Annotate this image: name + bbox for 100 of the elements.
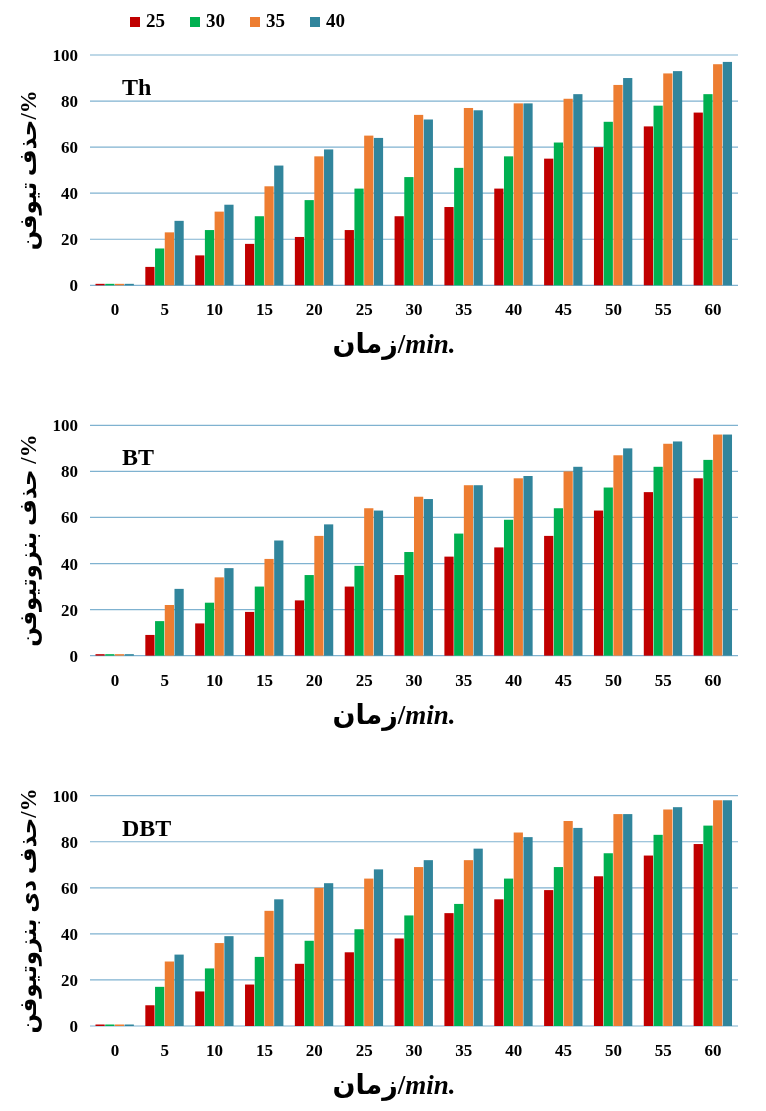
bar <box>623 814 633 1026</box>
bar <box>663 809 673 1026</box>
text: BT <box>122 444 155 471</box>
bar <box>224 568 234 656</box>
x-tick-label: 55 <box>654 1041 672 1060</box>
bar <box>713 434 723 656</box>
bar <box>174 220 184 286</box>
y-tick-label: 100 <box>52 786 78 806</box>
bar <box>693 478 703 656</box>
bar <box>473 110 483 286</box>
x-tick-label: 40 <box>505 670 523 690</box>
x-tick-label: 10 <box>206 1041 224 1060</box>
x-tick-label: 20 <box>305 670 323 690</box>
bar <box>274 899 284 1026</box>
x-tick-label: 45 <box>555 1041 573 1060</box>
bar <box>463 860 474 1026</box>
x-tick-label: 40 <box>505 300 523 320</box>
bar <box>444 913 454 1026</box>
bar <box>214 577 224 656</box>
bar <box>593 876 604 1026</box>
bar <box>703 459 713 656</box>
legend-label: 40 <box>326 10 345 31</box>
bar <box>264 186 274 286</box>
bar <box>573 827 583 1026</box>
bar <box>563 821 573 1026</box>
bar <box>195 623 205 656</box>
x-tick-label: 55 <box>654 300 672 320</box>
bar <box>653 466 663 656</box>
x-tick-label: 0 <box>110 1041 120 1060</box>
x-tick-label: 0 <box>110 670 120 690</box>
bar <box>214 943 224 1026</box>
bar <box>672 71 683 286</box>
bar <box>274 540 284 656</box>
bar <box>254 956 264 1026</box>
y-axis-title: حذف دی بنزوتیوفن/% <box>16 788 42 1034</box>
x-tick-label: 35 <box>455 300 473 320</box>
bar <box>553 508 564 656</box>
bar <box>314 535 324 656</box>
x-tick-label: 35 <box>455 1041 473 1060</box>
bar <box>613 814 623 1026</box>
bar <box>204 602 215 656</box>
bar <box>155 986 165 1026</box>
bar <box>523 476 533 656</box>
bar <box>722 800 733 1026</box>
y-tick-label: 40 <box>61 554 78 574</box>
bar <box>494 547 504 656</box>
bar <box>722 61 733 286</box>
x-tick-label: 25 <box>355 1041 373 1060</box>
bar <box>324 149 334 286</box>
bar <box>155 621 165 656</box>
bar <box>264 910 274 1026</box>
bar <box>553 867 564 1026</box>
y-tick-label: 40 <box>61 924 78 944</box>
bar <box>373 510 384 656</box>
bar <box>563 471 573 656</box>
x-tick-label: 30 <box>405 1041 423 1060</box>
bar <box>164 604 174 656</box>
bar <box>693 112 703 286</box>
bar <box>195 991 205 1026</box>
bar <box>523 103 533 286</box>
bar <box>373 137 384 286</box>
y-tick-label: 40 <box>61 184 78 204</box>
x-tick-label: 40 <box>505 1041 523 1060</box>
x-tick-label: 15 <box>255 1041 273 1060</box>
bar <box>354 565 364 656</box>
bar <box>653 105 663 286</box>
bar <box>245 611 255 656</box>
bar <box>274 165 284 286</box>
bar <box>254 216 264 286</box>
bar <box>444 556 454 656</box>
bar <box>145 634 155 656</box>
bar <box>164 232 174 286</box>
bar <box>224 936 234 1026</box>
y-tick-label: 0 <box>69 1017 78 1036</box>
y-tick-label: 20 <box>61 600 78 620</box>
y-tick-label: 100 <box>52 46 78 65</box>
bar <box>364 508 374 656</box>
bar <box>344 952 354 1026</box>
bar <box>454 533 464 656</box>
bar <box>573 466 583 656</box>
bar <box>195 255 205 286</box>
bar <box>473 848 483 1026</box>
x-tick-label: 25 <box>355 670 373 690</box>
bar <box>164 961 174 1026</box>
bar <box>224 204 234 286</box>
y-axis-title: حذف بنزوتیوفن /% <box>16 434 42 647</box>
x-tick-label: 25 <box>355 300 373 320</box>
x-tick-label: 15 <box>255 670 273 690</box>
y-tick-label: 60 <box>61 878 78 898</box>
y-axis-title: حذف تیوفن/% <box>16 90 42 251</box>
bar <box>354 929 364 1026</box>
bar <box>544 890 554 1026</box>
y-tick-label: 100 <box>52 416 78 436</box>
bar <box>404 177 414 286</box>
bar <box>414 867 424 1026</box>
bar <box>394 216 404 286</box>
bar <box>603 121 613 286</box>
legend-label: 25 <box>146 10 165 31</box>
bar <box>623 448 633 656</box>
bar <box>503 156 514 286</box>
